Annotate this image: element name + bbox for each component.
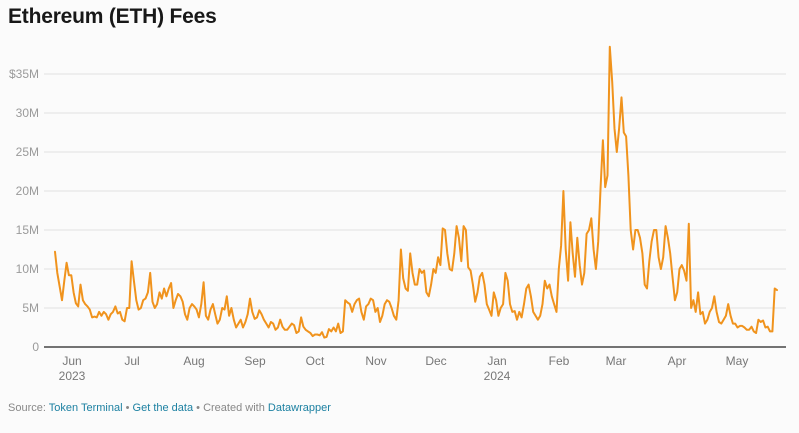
chart-title: Ethereum (ETH) Fees [8, 5, 217, 28]
x-tick-label: Dec [425, 354, 446, 368]
y-tick-label: 15M [16, 223, 39, 237]
x-tick-label: Jan [487, 354, 506, 368]
separator: • [125, 402, 130, 414]
y-tick-label: 30M [16, 106, 39, 120]
separator: • [196, 402, 201, 414]
x-tick-year-label: 2023 [59, 369, 86, 383]
x-tick-label: May [726, 354, 749, 368]
y-tick-label: 0 [32, 340, 39, 354]
footer: Source: Token Terminal • Get the data • … [8, 402, 331, 414]
x-tick-label: Jul [124, 354, 139, 368]
created-prefix: Created with [203, 402, 265, 414]
x-tick-label: Mar [606, 354, 627, 368]
x-tick-label: Nov [365, 354, 386, 368]
x-tick-label: Feb [549, 354, 570, 368]
x-tick-label: Apr [668, 354, 687, 368]
x-tick-label: Sep [244, 354, 266, 368]
get-data-link[interactable]: Get the data [132, 402, 194, 414]
y-tick-label: 10M [16, 262, 39, 276]
y-axis: 0 5M 10M 15M 20M 25M 30M $35M [9, 67, 39, 354]
gridlines [44, 73, 786, 309]
source-link[interactable]: Token Terminal [48, 402, 123, 414]
y-tick-label: 25M [16, 145, 39, 159]
y-tick-label: 5M [22, 301, 39, 315]
y-tick-label: 20M [16, 184, 39, 198]
datawrapper-link[interactable]: Datawrapper [267, 402, 331, 414]
source-prefix: Source: [8, 402, 46, 414]
series-line-eth-fees [54, 45, 778, 339]
x-tick-label: Aug [183, 354, 204, 368]
y-tick-label: $35M [9, 67, 39, 81]
x-tick-label: Jun [62, 354, 81, 368]
x-tick-label: Oct [306, 354, 325, 368]
x-tick-year-label: 2024 [484, 369, 511, 383]
